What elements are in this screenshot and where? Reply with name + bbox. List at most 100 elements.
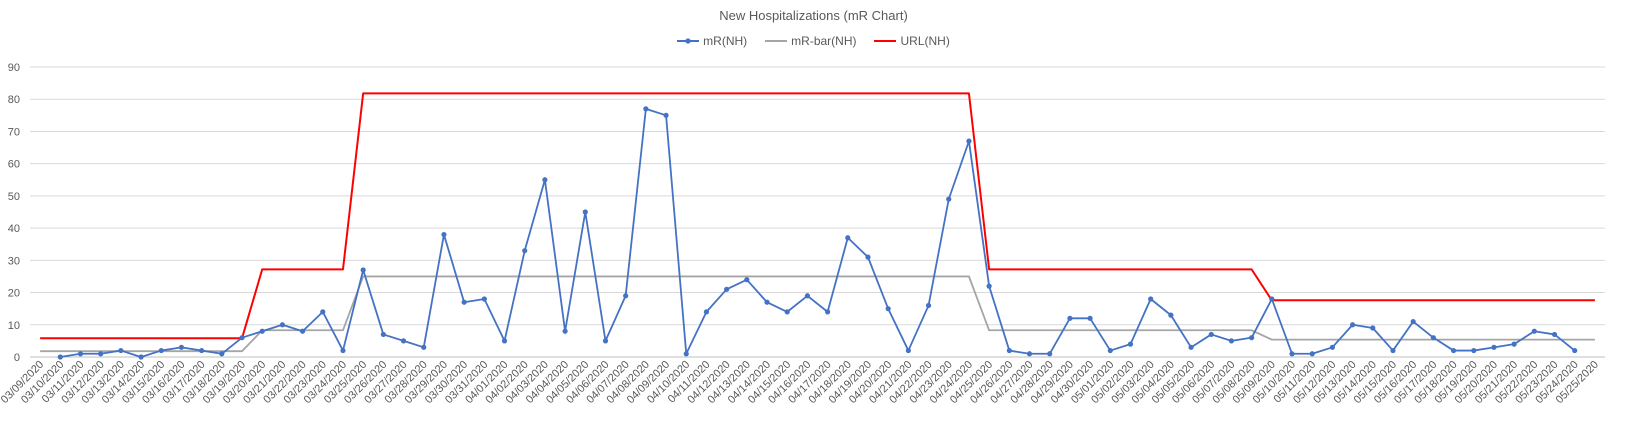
data-point <box>320 309 326 315</box>
data-point <box>380 331 386 338</box>
chart-title: New Hospitalizations (mR Chart) <box>719 8 908 23</box>
data-point <box>582 209 588 215</box>
data-point <box>966 138 972 144</box>
data-point <box>623 293 629 299</box>
data-point <box>98 351 104 357</box>
y-tick-label: 0 <box>14 352 20 364</box>
data-point <box>1006 347 1012 354</box>
data-point <box>1471 347 1477 354</box>
legend-swatch <box>765 40 788 42</box>
data-point <box>57 354 63 360</box>
data-point <box>1572 347 1578 354</box>
data-point <box>663 112 669 118</box>
data-point <box>522 248 528 254</box>
data-point <box>724 286 730 292</box>
y-tick-label: 60 <box>8 159 20 171</box>
data-point <box>1551 331 1558 338</box>
data-point <box>562 328 568 334</box>
legend-label: mR(NH) <box>703 34 748 48</box>
data-point <box>400 338 407 344</box>
data-point <box>1370 325 1376 331</box>
data-point <box>1127 341 1134 347</box>
data-point <box>1148 296 1154 302</box>
data-point <box>683 351 689 357</box>
data-point <box>1289 351 1295 357</box>
gridlines <box>30 66 1605 358</box>
y-tick-label: 30 <box>8 255 20 267</box>
data-point <box>1430 335 1436 341</box>
legend: mR(NH) mR-bar(NH) URL(NH) <box>0 34 1627 48</box>
data-point <box>501 338 508 344</box>
data-point <box>1249 335 1255 341</box>
data-point <box>1349 322 1356 328</box>
legend-swatch <box>677 38 700 44</box>
data-point <box>461 299 467 305</box>
data-point <box>925 302 932 309</box>
data-point <box>824 309 831 315</box>
legend-label: mR-bar(NH) <box>791 34 857 48</box>
data-point <box>1026 351 1033 357</box>
data-point <box>764 299 770 305</box>
data-point <box>1087 315 1093 321</box>
data-point <box>360 267 366 273</box>
data-point <box>804 293 811 299</box>
data-point <box>199 347 205 354</box>
data-point <box>1208 331 1214 338</box>
legend-item: mR-bar(NH) <box>765 34 856 48</box>
data-point <box>1309 351 1315 357</box>
data-point <box>219 351 225 357</box>
data-point <box>602 338 609 344</box>
y-tick-label: 80 <box>8 94 20 106</box>
data-point <box>986 283 992 289</box>
data-point <box>1329 344 1336 350</box>
data-point <box>1067 315 1073 321</box>
data-point <box>340 347 346 354</box>
data-point <box>845 235 851 241</box>
series-line-mr-nh <box>60 107 1576 358</box>
legend-item: URL(NH) <box>874 34 950 48</box>
data-point <box>279 322 286 328</box>
series-lines <box>40 92 1595 360</box>
y-tick-label: 90 <box>8 62 20 74</box>
y-tick-label: 70 <box>8 126 20 138</box>
y-tick-label: 20 <box>8 288 20 300</box>
data-point <box>421 344 427 350</box>
data-point <box>643 106 649 112</box>
data-point <box>744 277 750 283</box>
data-point <box>1228 338 1235 344</box>
data-point <box>1188 344 1194 350</box>
data-point <box>481 296 487 302</box>
data-point <box>1450 347 1457 354</box>
series-line-url-nh <box>40 92 1595 340</box>
data-point <box>885 306 891 312</box>
y-tick-label: 10 <box>8 320 20 332</box>
data-point <box>1168 312 1174 318</box>
series-line-mr-bar-nh <box>40 275 1595 353</box>
data-point <box>1511 341 1517 347</box>
legend-item: mR(NH) <box>677 34 747 48</box>
data-point <box>1269 296 1275 302</box>
data-point <box>1047 351 1053 357</box>
data-point <box>178 344 185 350</box>
data-point <box>239 335 245 341</box>
data-point <box>118 347 124 354</box>
data-point <box>1107 347 1113 354</box>
data-point <box>1531 328 1537 334</box>
y-tick-label: 40 <box>8 223 20 235</box>
legend-label: URL(NH) <box>900 34 950 48</box>
data-point <box>1410 318 1416 325</box>
data-point <box>77 351 84 357</box>
data-point <box>1491 344 1497 350</box>
y-tick-label: 50 <box>8 191 20 203</box>
data-point <box>946 196 952 202</box>
data-point <box>441 231 447 238</box>
x-axis-ticks: 03/09/202003/10/202003/11/202003/12/2020… <box>0 359 1601 406</box>
data-point <box>259 328 265 334</box>
data-point <box>542 177 548 183</box>
data-point <box>784 309 790 315</box>
data-point <box>865 254 871 260</box>
data-point <box>905 347 911 354</box>
data-point <box>299 328 306 334</box>
